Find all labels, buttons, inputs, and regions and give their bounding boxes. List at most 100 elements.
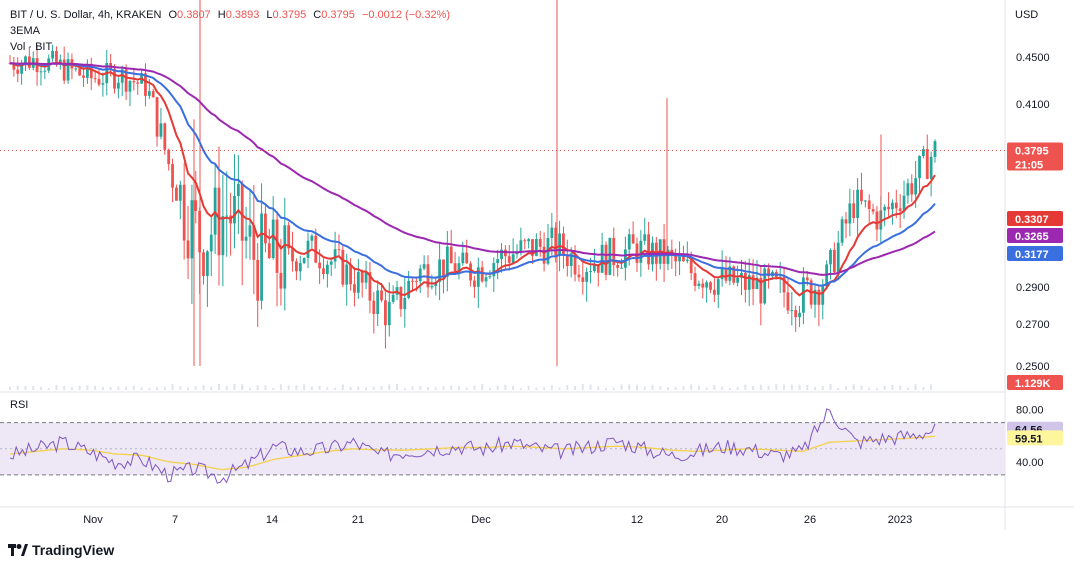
volume-bar xyxy=(334,387,337,390)
rsi-indicator-label[interactable]: RSI xyxy=(10,399,29,411)
candle-body xyxy=(345,264,349,285)
candle-body xyxy=(442,259,445,277)
volume-bar xyxy=(868,387,871,390)
volume-bar xyxy=(566,385,569,390)
candle-body xyxy=(16,69,20,74)
candle-body xyxy=(310,235,314,241)
candle-body xyxy=(794,310,798,318)
volume-bar xyxy=(248,387,251,390)
candle-body xyxy=(631,234,635,244)
volume-bar xyxy=(481,384,484,390)
time-tick-label: 2023 xyxy=(888,514,912,526)
candle-body xyxy=(604,244,608,275)
close-value: 0.3795 xyxy=(321,9,355,21)
symbol-title: BIT / U. S. Dollar, 4h, KRAKEN xyxy=(10,9,162,21)
candle-body xyxy=(260,213,263,301)
ema-slow-line xyxy=(9,62,936,276)
price-tick-label: 0.2900 xyxy=(1016,282,1050,294)
ohlc-legend: BIT / U. S. Dollar, 4h, KRAKEN O0.3807 H… xyxy=(10,9,450,21)
volume-bar xyxy=(365,387,368,390)
candle-body xyxy=(372,300,376,315)
ema-fast-line xyxy=(9,61,936,297)
tradingview-logo[interactable]: TradingView xyxy=(8,542,114,558)
candle-body xyxy=(627,234,631,250)
candle-body xyxy=(24,56,27,64)
candle-body xyxy=(368,272,372,301)
candle-body xyxy=(755,277,759,290)
volume-bar xyxy=(148,387,151,390)
candle-body xyxy=(151,91,155,98)
candle-body xyxy=(732,266,736,283)
candle-body xyxy=(612,237,616,266)
candle-body xyxy=(712,289,716,295)
volume-bar xyxy=(906,387,909,390)
volume-bar xyxy=(39,386,42,390)
volume-bar xyxy=(125,386,128,390)
volume-bar xyxy=(860,385,863,390)
candle-body xyxy=(178,184,182,201)
candle-body xyxy=(194,200,198,211)
candle-body xyxy=(620,267,623,269)
candle-body xyxy=(871,209,875,212)
candle-body xyxy=(248,225,252,237)
candle-body xyxy=(860,189,863,202)
candle-body xyxy=(171,164,174,188)
candle-body xyxy=(600,244,604,273)
candle-body xyxy=(507,256,511,263)
volume-bar xyxy=(666,387,669,390)
volume-bar xyxy=(163,386,166,390)
brand-name: TradingView xyxy=(32,542,115,558)
volume-indicator-label[interactable]: Vol · BIT xyxy=(10,41,53,53)
candle-body xyxy=(693,273,697,286)
volume-bar xyxy=(194,386,197,390)
volume-bar xyxy=(78,385,81,390)
volume-bar xyxy=(318,385,321,390)
volume-bar xyxy=(403,387,406,390)
volume-bar xyxy=(233,384,236,390)
volume-bar xyxy=(419,385,422,390)
candle-body xyxy=(577,274,581,278)
volume-bar xyxy=(9,386,11,390)
candle-body xyxy=(662,239,666,264)
candle-body xyxy=(500,249,503,260)
candle-body xyxy=(531,239,534,256)
time-tick-label: 20 xyxy=(716,514,728,526)
candle-body xyxy=(887,206,890,210)
candle-body xyxy=(519,240,523,252)
volume-bar xyxy=(767,385,770,390)
candle-body xyxy=(384,300,387,326)
volume-bar xyxy=(349,387,352,390)
volume-bar xyxy=(24,385,27,390)
ema-indicator-label[interactable]: 3EMA xyxy=(10,25,40,37)
volume-bar xyxy=(496,385,499,390)
volume-bar xyxy=(411,386,414,390)
volume-bar xyxy=(156,387,159,390)
volume-bar xyxy=(674,387,677,390)
volume-bar xyxy=(628,384,631,390)
volume-bar xyxy=(844,386,847,390)
volume-bar xyxy=(109,387,112,390)
price-tick-label: 0.4100 xyxy=(1016,99,1050,111)
candle-body xyxy=(616,265,620,268)
candle-body xyxy=(391,294,395,302)
candle-body xyxy=(155,97,159,137)
volume-bar xyxy=(187,387,190,390)
last-price-badge-text: 21:05 xyxy=(1015,160,1043,172)
volume-bar xyxy=(620,384,623,390)
candle-body xyxy=(341,249,345,285)
candle-body xyxy=(891,202,894,210)
candle-body xyxy=(743,272,747,290)
candle-body xyxy=(295,261,298,272)
candle-body xyxy=(589,271,592,273)
candle-body xyxy=(422,264,426,269)
volume-bar xyxy=(457,385,460,390)
candle-body xyxy=(805,277,809,281)
volume-bar xyxy=(86,385,89,390)
volume-bar xyxy=(713,384,716,390)
volume-bar xyxy=(837,387,840,390)
candle-body xyxy=(275,219,279,273)
candle-body xyxy=(86,63,89,78)
price-tick-label: 0.4500 xyxy=(1016,52,1050,64)
candle-body xyxy=(376,290,380,315)
